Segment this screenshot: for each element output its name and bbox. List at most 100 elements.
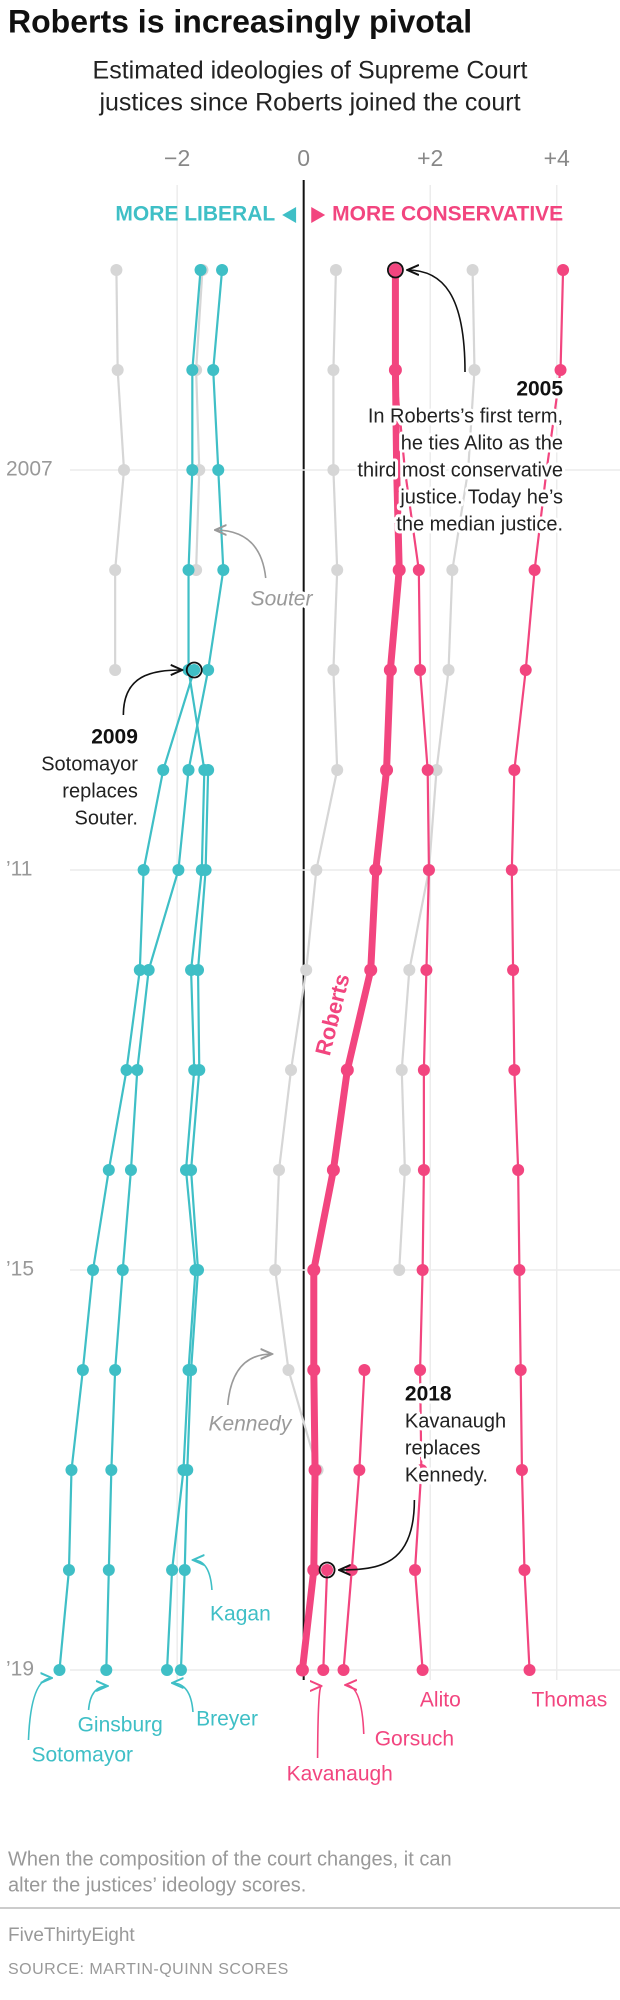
data-point (212, 464, 225, 476)
series-label: Sotomayor (31, 1744, 133, 1767)
year-tick-label: ’15 (6, 1258, 34, 1281)
data-point (192, 1264, 205, 1276)
data-point (507, 964, 520, 976)
annotation-text: he ties Alito as the (401, 432, 563, 454)
series-label: Kagan (210, 1603, 271, 1626)
data-point (307, 1563, 321, 1577)
data-point (414, 1364, 427, 1376)
annotation-text: the median justice. (396, 513, 563, 535)
value-tick-label: 0 (297, 145, 310, 171)
annotation-title: 2009 (91, 726, 138, 749)
data-point (337, 1664, 350, 1676)
data-point (181, 1464, 194, 1476)
direction-arrow (311, 207, 326, 223)
series-label: Souter (251, 588, 314, 611)
annotation-text: third most conservative (357, 459, 563, 481)
data-point (186, 364, 199, 376)
data-point (514, 1364, 527, 1376)
annotations: Kennedy Souter Ginsburg Breyer Kagan Sotomayo… (27, 261, 610, 1789)
direction-label: MORE LIBERAL (115, 203, 275, 226)
data-point (364, 963, 378, 977)
data-point (207, 364, 220, 376)
data-point (172, 864, 185, 876)
data-point (380, 763, 394, 777)
annotation-text: Kennedy. (405, 1464, 488, 1486)
annotation-arrow (407, 270, 466, 373)
series-label: Roberts (310, 971, 354, 1058)
data-point (124, 1164, 137, 1176)
direction-label: MORE CONSERVATIVE (332, 203, 563, 226)
data-point (137, 864, 150, 876)
annotation-title: 2005 (516, 378, 563, 401)
data-point (105, 1464, 118, 1476)
label-arrow (226, 1354, 272, 1406)
series-line (342, 1369, 366, 1671)
data-point (417, 1164, 430, 1176)
year-tick-label: ’11 (6, 858, 32, 881)
data-point (422, 864, 435, 876)
data-point (508, 1064, 521, 1076)
annotation-text: In Roberts’s first term, (368, 405, 563, 427)
annotation-title: 2018 (405, 1383, 452, 1406)
data-point (87, 1264, 99, 1276)
data-point (415, 1464, 428, 1476)
series-label: Breyer (196, 1708, 258, 1731)
data-point (110, 264, 123, 276)
data-point (202, 664, 215, 676)
data-point (420, 964, 433, 976)
annotation-text: Souter. (75, 807, 138, 829)
series-label: Kennedy (208, 1413, 292, 1436)
data-point (174, 1664, 187, 1676)
data-point (416, 1264, 429, 1276)
series-label: Alito (420, 1689, 461, 1712)
data-point (102, 1564, 115, 1576)
value-tick-label: +4 (544, 145, 570, 171)
direction-arrow (282, 207, 297, 223)
data-point (157, 764, 170, 776)
data-point (390, 463, 404, 477)
label-arrow (345, 1685, 365, 1735)
data-point (109, 1364, 122, 1376)
annotation-arrow (122, 670, 182, 716)
highlight-ring (185, 661, 203, 679)
highlight-ring (387, 261, 404, 279)
annotation-arrow (339, 1499, 416, 1570)
data-point (468, 364, 481, 376)
year-tick-label: 2007 (6, 458, 53, 481)
series-label: Thomas (531, 1689, 607, 1712)
data-point (166, 1564, 179, 1576)
data-point (273, 1164, 285, 1176)
data-point (282, 1364, 295, 1376)
note: When the composition of the court change… (8, 1848, 452, 1870)
data-point (523, 1664, 536, 1676)
data-point (308, 1463, 322, 1477)
data-point (192, 964, 205, 976)
data-point (417, 1064, 430, 1076)
data-point (300, 964, 313, 976)
data-point (505, 864, 518, 876)
data-point (519, 664, 532, 676)
data-point (131, 1064, 144, 1076)
data-point (217, 564, 230, 576)
annotation-text: replaces (62, 780, 138, 802)
data-point (540, 464, 553, 476)
label-arrow (172, 1683, 194, 1713)
annotation-text: Sotomayor (41, 753, 138, 775)
series-line (322, 1569, 329, 1671)
data-point (508, 764, 521, 776)
data-point (216, 264, 229, 276)
data-point (133, 964, 146, 976)
data-point (326, 1163, 340, 1177)
data-point (462, 464, 475, 476)
data-point (528, 564, 541, 576)
data-point (327, 464, 340, 476)
data-point (392, 563, 406, 577)
data-point (186, 464, 199, 476)
annotation-text: Kavanaugh (405, 1410, 506, 1432)
data-point (118, 464, 130, 476)
data-point (442, 664, 455, 676)
data-point (102, 1164, 115, 1176)
data-point (185, 1364, 198, 1376)
